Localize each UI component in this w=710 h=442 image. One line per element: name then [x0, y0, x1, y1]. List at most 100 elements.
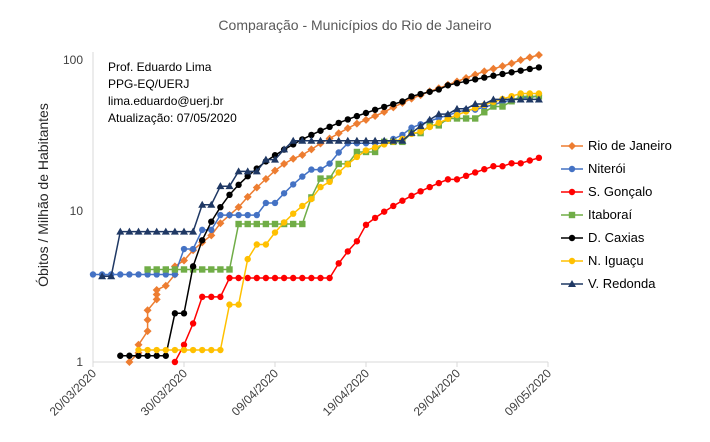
data-point [498, 62, 507, 71]
data-point [490, 103, 497, 110]
data-point [153, 271, 160, 278]
data-point [180, 266, 188, 273]
data-point [226, 266, 233, 273]
data-point [217, 211, 224, 219]
series-layer [89, 50, 543, 366]
data-point [226, 301, 233, 308]
data-point [335, 260, 342, 267]
data-point [225, 182, 234, 190]
data-point [280, 274, 288, 282]
data-point [525, 95, 534, 103]
data-point [307, 136, 316, 144]
data-point [98, 272, 107, 280]
data-point [317, 166, 324, 173]
legend-marker [568, 279, 576, 287]
data-point [507, 59, 516, 68]
data-point [472, 115, 479, 122]
data-point [226, 191, 233, 199]
data-point [153, 266, 160, 273]
data-point [462, 78, 470, 85]
legend-label: Rio de Janeiro [588, 138, 672, 153]
data-point [134, 227, 143, 235]
data-point [371, 148, 379, 156]
data-point [534, 50, 543, 59]
data-point [498, 95, 507, 103]
data-point [399, 197, 406, 204]
data-point [199, 346, 206, 354]
data-point [453, 176, 461, 183]
data-point [180, 346, 188, 354]
data-point [234, 203, 243, 212]
data-point [534, 95, 543, 103]
legend-swatch [561, 188, 583, 195]
data-point [262, 241, 270, 248]
data-point [152, 290, 161, 299]
data-point [435, 86, 442, 93]
data-point [217, 203, 224, 211]
legend-swatch [561, 234, 583, 241]
data-point [262, 220, 270, 228]
data-point [235, 301, 242, 308]
data-point [271, 199, 279, 207]
data-point [398, 136, 407, 144]
data-point [399, 98, 406, 105]
legend-swatch [561, 279, 583, 287]
data-point [453, 115, 461, 122]
legend-label: S. Gonçalo [588, 184, 653, 199]
data-point [298, 150, 307, 159]
data-point [517, 160, 524, 167]
data-point [299, 220, 306, 228]
annotation-line: Atualização: 07/05/2020 [108, 111, 237, 125]
legend-marker [568, 165, 576, 172]
data-point [326, 160, 333, 167]
data-point [381, 103, 388, 111]
data-point [280, 219, 288, 226]
data-point [216, 182, 225, 190]
data-point [271, 166, 279, 175]
legend-marker [568, 234, 576, 241]
data-point [152, 227, 161, 235]
data-point [335, 119, 342, 127]
data-point [244, 255, 251, 263]
data-point [153, 346, 160, 354]
data-point [243, 167, 252, 175]
data-point [280, 159, 289, 168]
data-point [253, 220, 260, 228]
data-point [180, 256, 188, 265]
legend-label: Niterói [588, 161, 626, 176]
data-point [343, 124, 352, 133]
data-point [244, 220, 251, 228]
data-point [216, 219, 225, 228]
data-point [471, 70, 480, 79]
data-point [307, 145, 316, 154]
data-point [261, 174, 270, 183]
data-point [199, 266, 206, 273]
legend-label: V. Redonda [588, 276, 656, 291]
data-point [117, 352, 124, 359]
legend-marker [568, 257, 576, 264]
data-point [144, 346, 151, 354]
data-point [280, 190, 288, 197]
data-point [334, 129, 343, 138]
data-point [290, 274, 297, 282]
y-tick-label: 100 [63, 53, 83, 67]
data-point [343, 136, 352, 144]
data-point [516, 56, 525, 64]
legend-swatch [561, 257, 583, 264]
data-point [362, 109, 370, 117]
data-point [426, 183, 433, 191]
data-point [408, 192, 415, 200]
data-point [308, 274, 315, 282]
annotation-line: PPG-EQ/UERJ [108, 77, 190, 91]
data-point [435, 119, 442, 126]
data-point [490, 72, 497, 79]
data-point [435, 179, 442, 187]
data-point [490, 163, 497, 170]
data-point [535, 154, 543, 162]
data-point [353, 238, 361, 245]
data-point [171, 310, 179, 317]
data-point [299, 202, 306, 210]
data-point [189, 245, 197, 253]
data-point [535, 64, 543, 71]
